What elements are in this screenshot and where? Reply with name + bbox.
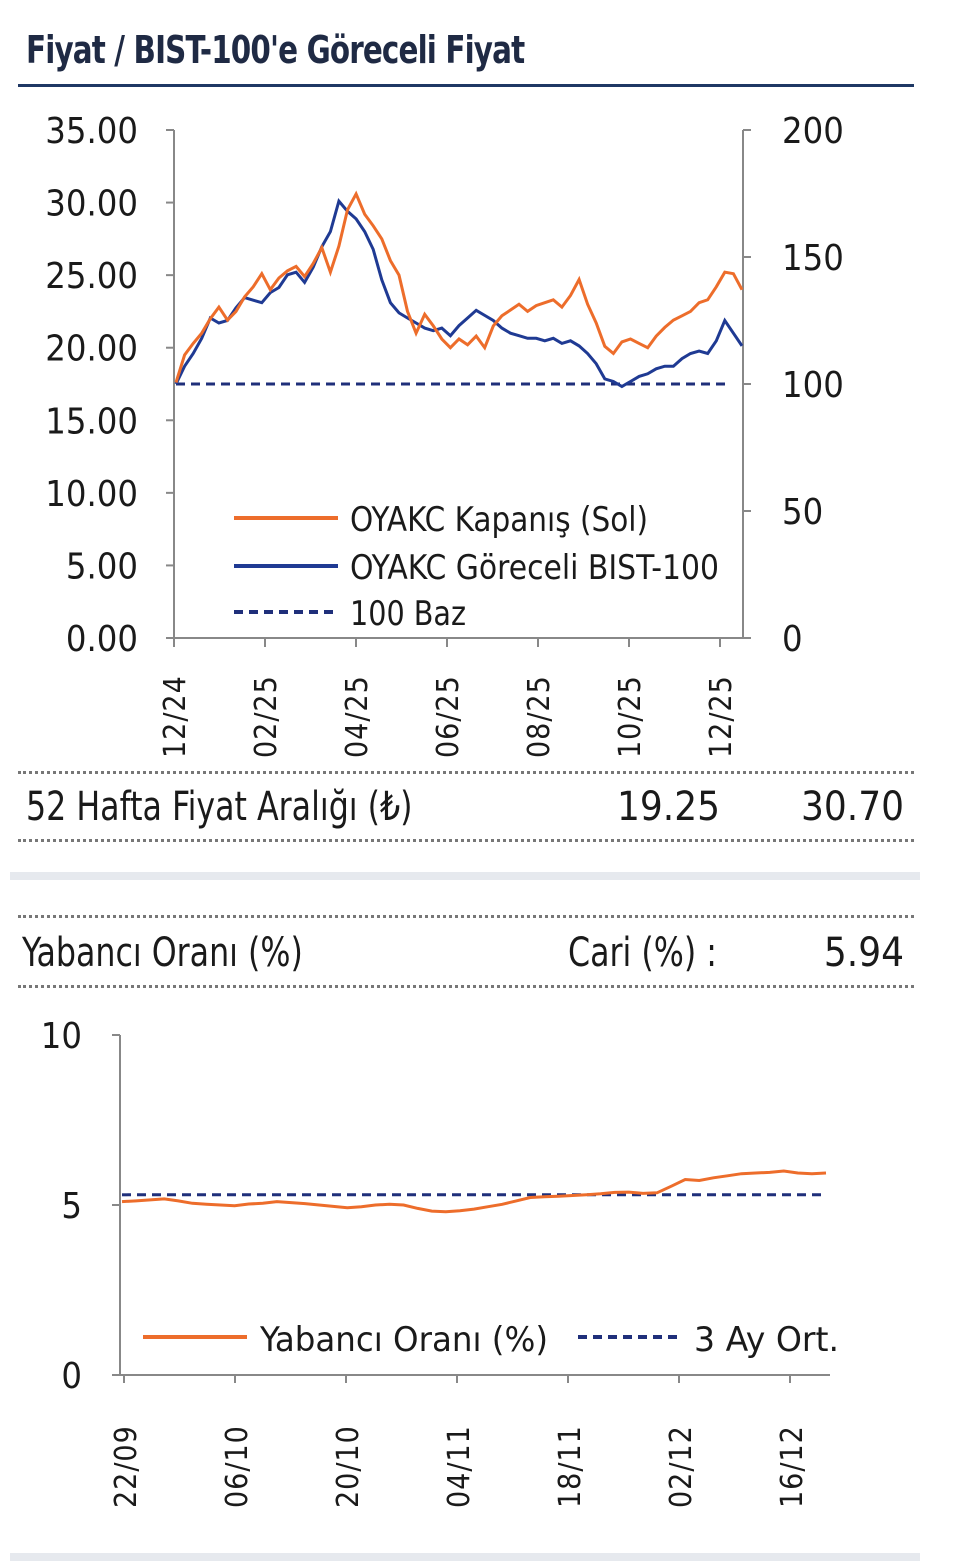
right-tick-label: 0 — [782, 619, 803, 660]
x-tick-label: 16/12 — [775, 1425, 810, 1508]
section-band — [10, 1553, 920, 1561]
legend-label-foreign: Yabancı Oranı (%) — [259, 1320, 548, 1360]
left-tick-label: 15.00 — [45, 401, 138, 442]
divider — [18, 915, 914, 918]
x-tick-label: 18/11 — [553, 1425, 588, 1508]
divider — [18, 985, 914, 988]
x-tick-label: 20/10 — [331, 1425, 366, 1508]
left-tick-label: 25.00 — [45, 256, 138, 297]
y-tick-label: 0 — [61, 1356, 82, 1397]
left-tick-label: 35.00 — [45, 111, 138, 152]
foreign-ratio-line — [121, 1169, 827, 1214]
x-tick-label: 08/25 — [522, 675, 557, 758]
legend-label-average: 3 Ay Ort. — [694, 1320, 839, 1360]
current-label: Cari (%) : — [568, 930, 717, 976]
close-price-line — [174, 190, 744, 383]
price-chart: 35.00 30.00 25.00 20.00 15.00 10.00 5.00 0.00 2… — [45, 111, 844, 758]
x-tick-label: 12/24 — [158, 675, 193, 758]
left-tick-label: 0.00 — [66, 619, 138, 660]
divider — [18, 839, 914, 842]
right-tick-label: 200 — [782, 111, 844, 152]
x-tick-label: 02/12 — [664, 1425, 699, 1508]
left-tick-label: 10.00 — [45, 474, 138, 515]
left-tick-label: 5.00 — [66, 546, 138, 587]
price-range-low: 19.25 — [617, 784, 720, 830]
divider — [18, 771, 914, 774]
x-tick-label: 22/09 — [109, 1425, 144, 1508]
legend: Yabancı Oranı (%) 3 Ay Ort. — [143, 1320, 839, 1360]
legend-label-relative: OYAKC Göreceli BIST-100 — [350, 548, 719, 588]
left-tick-label: 20.00 — [45, 329, 138, 370]
x-tick-label: 04/11 — [442, 1425, 477, 1508]
x-tick-label: 12/25 — [704, 675, 739, 758]
current-value: 5.94 — [823, 930, 904, 976]
foreign-ratio-chart: 10 5 0 22/09 06/10 20/10 04/11 18/11 02/12 16/12… — [41, 1016, 839, 1508]
price-range-high: 30.70 — [801, 784, 904, 830]
x-tick-label: 06/10 — [220, 1425, 255, 1508]
x-tick-label: 02/25 — [249, 675, 284, 758]
right-tick-label: 150 — [782, 238, 844, 279]
title-divider — [18, 84, 914, 87]
foreign-ratio-label: Yabancı Oranı (%) — [22, 930, 303, 976]
right-tick-label: 100 — [782, 365, 844, 406]
price-range-label: 52 Hafta Fiyat Aralığı (₺) — [26, 784, 413, 830]
y-tick-label: 10 — [41, 1016, 82, 1057]
section-band — [10, 872, 920, 880]
page-title: Fiyat / BIST-100'e Göreceli Fiyat — [26, 28, 525, 72]
legend-label-base: 100 Baz — [350, 594, 466, 634]
legend: OYAKC Kapanış (Sol) OYAKC Göreceli BIST-… — [234, 500, 719, 634]
x-tick-label: 04/25 — [340, 675, 375, 758]
relative-price-line — [174, 197, 744, 389]
y-tick-label: 5 — [61, 1186, 82, 1227]
x-tick-label: 10/25 — [613, 675, 648, 758]
right-tick-label: 50 — [782, 492, 823, 533]
left-tick-label: 30.00 — [45, 184, 138, 225]
legend-label-close: OYAKC Kapanış (Sol) — [350, 500, 648, 540]
x-tick-label: 06/25 — [431, 675, 466, 758]
